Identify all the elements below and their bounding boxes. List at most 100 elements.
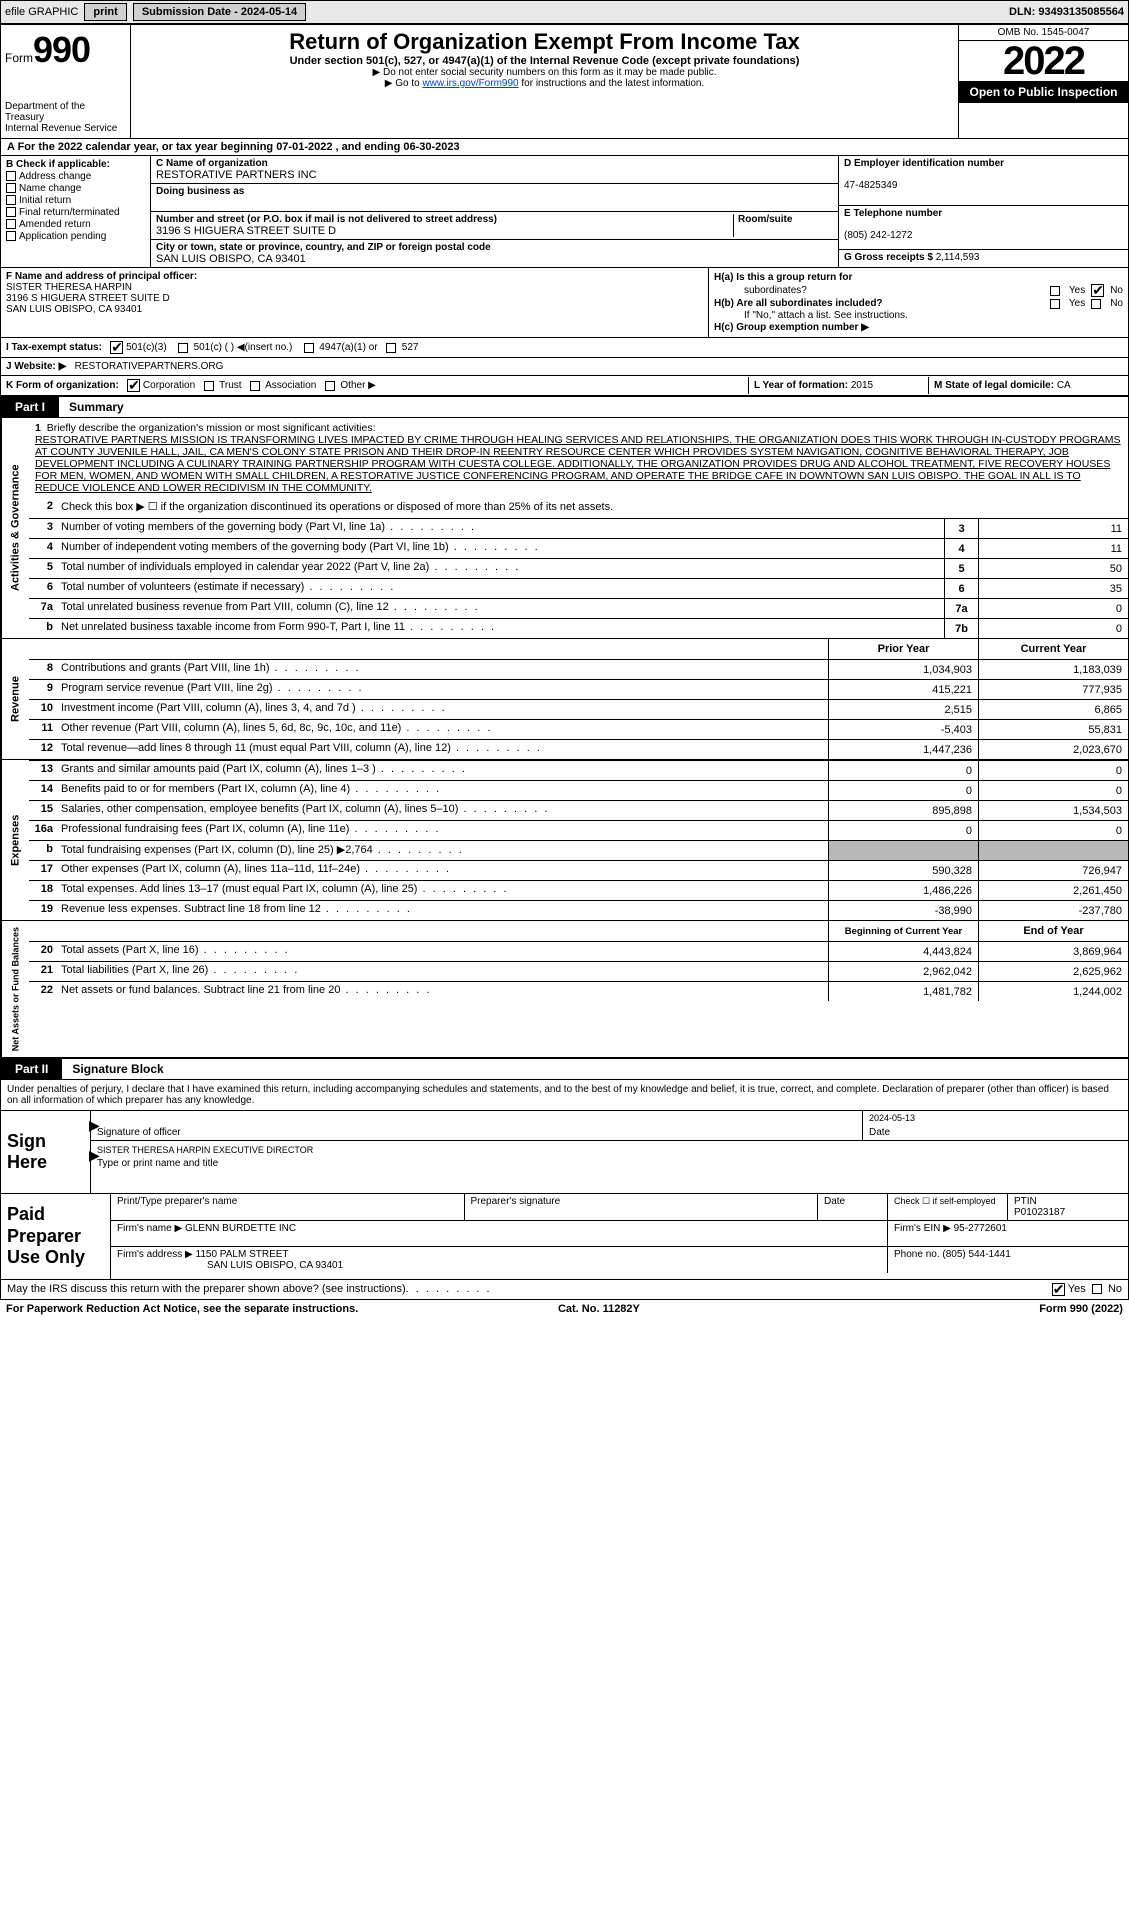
- hdr-beginning: Beginning of Current Year: [828, 921, 978, 941]
- chk-501c[interactable]: [178, 343, 188, 353]
- discuss-yes-chk[interactable]: [1052, 1283, 1065, 1296]
- chk-corp[interactable]: [127, 379, 140, 392]
- officer-sig-cell[interactable]: Signature of officer: [91, 1111, 863, 1140]
- summary-line: 7aTotal unrelated business revenue from …: [29, 598, 1128, 618]
- summary-line: 17Other expenses (Part IX, column (A), l…: [29, 860, 1128, 880]
- preparer-row-1: Print/Type preparer's name Preparer's si…: [111, 1194, 1128, 1221]
- no-label-2: No: [1110, 298, 1123, 309]
- hb-label: H(b) Are all subordinates included?: [714, 298, 883, 309]
- summary-line: 22Net assets or fund balances. Subtract …: [29, 981, 1128, 1001]
- chk-501c3[interactable]: [110, 341, 123, 354]
- form-note-1: ▶ Do not enter social security numbers o…: [137, 67, 952, 78]
- vlabel-exp: Expenses: [1, 760, 29, 920]
- firm-ein-value: 95-2772601: [954, 1223, 1007, 1234]
- ptin-label: PTIN: [1014, 1196, 1037, 1207]
- col-c: C Name of organization RESTORATIVE PARTN…: [151, 156, 838, 267]
- sign-here-label: Sign Here: [1, 1111, 91, 1193]
- irs-label: Internal Revenue Service: [5, 123, 126, 134]
- street-value: 3196 S HIGUERA STREET SUITE D: [156, 225, 336, 237]
- ein-box: D Employer identification number 47-4825…: [839, 156, 1128, 206]
- dln-label: DLN: 93493135085564: [1009, 6, 1124, 18]
- goto-pre: ▶ Go to: [385, 78, 423, 89]
- summary-line: 9Program service revenue (Part VIII, lin…: [29, 679, 1128, 699]
- summary-line: 5Total number of individuals employed in…: [29, 558, 1128, 578]
- vlabel-rev: Revenue: [1, 639, 29, 759]
- firm-ein-label: Firm's EIN ▶: [894, 1223, 951, 1234]
- chk-name-change[interactable]: Name change: [6, 183, 145, 194]
- header-mid: Return of Organization Exempt From Incom…: [131, 25, 958, 138]
- tax-year: 2022: [959, 41, 1128, 81]
- officer-addr1: 3196 S HIGUERA STREET SUITE D: [6, 293, 703, 304]
- street-label: Number and street (or P.O. box if mail i…: [156, 214, 497, 225]
- org-name-box: C Name of organization RESTORATIVE PARTN…: [151, 156, 838, 184]
- row-fh: F Name and address of principal officer:…: [0, 268, 1129, 338]
- hdr-current: Current Year: [978, 639, 1128, 659]
- section-bcde: B Check if applicable: Address change Na…: [0, 156, 1129, 268]
- summary-line: 6Total number of volunteers (estimate if…: [29, 578, 1128, 598]
- form-number: 990: [33, 29, 90, 71]
- hb2-label: If "No," attach a list. See instructions…: [714, 310, 1123, 321]
- dba-box: Doing business as: [151, 184, 838, 212]
- summary-line: 4Number of independent voting members of…: [29, 538, 1128, 558]
- chk-4947[interactable]: [304, 343, 314, 353]
- top-bar: efile GRAPHIC print Submission Date - 20…: [0, 0, 1129, 24]
- footer-left: For Paperwork Reduction Act Notice, see …: [6, 1303, 358, 1315]
- part-1-title: Summary: [59, 397, 1128, 417]
- phone-box: E Telephone number (805) 242-1272: [839, 206, 1128, 250]
- paid-preparer-block: Paid Preparer Use Only Print/Type prepar…: [0, 1194, 1129, 1280]
- city-value: SAN LUIS OBISPO, CA 93401: [156, 253, 306, 265]
- chk-assoc[interactable]: [250, 381, 260, 391]
- chk-other[interactable]: [325, 381, 335, 391]
- row-i: I Tax-exempt status: 501(c)(3) 501(c) ( …: [0, 338, 1129, 358]
- chk-527[interactable]: [386, 343, 396, 353]
- summary-line: 20Total assets (Part X, line 16)4,443,82…: [29, 941, 1128, 961]
- sig-date-value: 2024-05-13: [869, 1113, 915, 1123]
- summary-line: 13Grants and similar amounts paid (Part …: [29, 760, 1128, 780]
- summary-line: 15Salaries, other compensation, employee…: [29, 800, 1128, 820]
- preparer-sig-label: Preparer's signature: [465, 1194, 819, 1220]
- form-header: Form 990 Department of the Treasury Inte…: [0, 24, 1129, 139]
- chk-final-return[interactable]: Final return/terminated: [6, 207, 145, 218]
- chk-address-change[interactable]: Address change: [6, 171, 145, 182]
- efile-label: efile GRAPHIC: [5, 6, 78, 18]
- summary-line: 8Contributions and grants (Part VIII, li…: [29, 659, 1128, 679]
- city-label: City or town, state or province, country…: [156, 242, 491, 253]
- form-word: Form: [5, 51, 33, 65]
- phone-label: E Telephone number: [844, 208, 942, 219]
- opt-501c: 501(c) ( ) ◀(insert no.): [194, 342, 293, 353]
- self-employed-chk[interactable]: Check ☐ if self-employed: [888, 1194, 1008, 1220]
- submission-date-button[interactable]: Submission Date - 2024-05-14: [133, 3, 306, 21]
- org-name-value: RESTORATIVE PARTNERS INC: [156, 169, 317, 181]
- gross-value: 2,114,593: [936, 252, 980, 263]
- city-box: City or town, state or province, country…: [151, 240, 838, 267]
- mission-text: RESTORATIVE PARTNERS MISSION IS TRANSFOR…: [35, 434, 1121, 494]
- col-h: H(a) Is this a group return for subordin…: [708, 268, 1128, 337]
- domicile-label: M State of legal domicile:: [934, 380, 1054, 391]
- print-button[interactable]: print: [84, 3, 126, 21]
- col-headers-row-2: Beginning of Current Year End of Year: [29, 921, 1128, 941]
- discuss-no: No: [1108, 1283, 1122, 1295]
- year-formation-value: 2015: [851, 380, 873, 391]
- col-f: F Name and address of principal officer:…: [1, 268, 708, 337]
- website-value: RESTORATIVEPARTNERS.ORG: [75, 361, 224, 372]
- chk-trust[interactable]: [204, 381, 214, 391]
- chk-amended-return[interactable]: Amended return: [6, 219, 145, 230]
- firm-addr-label: Firm's address ▶: [117, 1249, 193, 1260]
- ha-no-chk[interactable]: [1091, 284, 1104, 297]
- footer-right: Form 990 (2022): [1039, 1303, 1123, 1315]
- chk-application-pending[interactable]: Application pending: [6, 231, 145, 242]
- discuss-no-chk[interactable]: [1092, 1284, 1102, 1294]
- hb-no-chk[interactable]: [1091, 299, 1101, 309]
- chk-initial-return[interactable]: Initial return: [6, 195, 145, 206]
- firm-name-value: GLENN BURDETTE INC: [185, 1223, 296, 1234]
- no-label: No: [1110, 285, 1123, 296]
- irs-link[interactable]: www.irs.gov/Form990: [422, 78, 518, 89]
- opt-assoc: Association: [265, 380, 316, 391]
- section-exp: Expenses 13Grants and similar amounts pa…: [0, 760, 1129, 921]
- firm-phone-value: (805) 544-1441: [942, 1249, 1010, 1260]
- summary-line: bTotal fundraising expenses (Part IX, co…: [29, 840, 1128, 860]
- discuss-text: May the IRS discuss this return with the…: [7, 1283, 406, 1295]
- officer-name: SISTER THERESA HARPIN: [6, 282, 703, 293]
- ha-yes-chk[interactable]: [1050, 286, 1060, 296]
- hb-yes-chk[interactable]: [1050, 299, 1060, 309]
